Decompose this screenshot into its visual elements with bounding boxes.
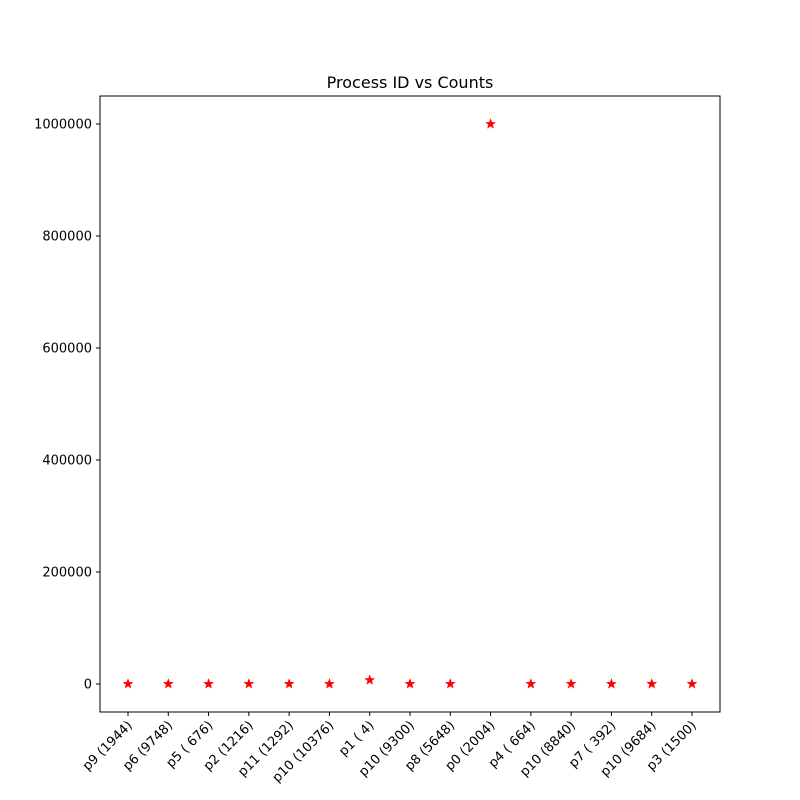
y-tick-label: 1000000: [34, 118, 92, 133]
data-point: [122, 678, 134, 689]
y-tick-label: 0: [84, 678, 92, 693]
data-point: [646, 678, 658, 689]
data-points: [122, 118, 698, 689]
data-point: [324, 678, 335, 689]
y-axis: 0 200000 400000 600000 800000 1000000: [34, 118, 100, 693]
y-tick-label: 600000: [42, 342, 92, 357]
x-axis: p9 (1944)p6 (9748)p5 ( 676)p2 (1216)p11 …: [80, 712, 700, 786]
data-point: [203, 678, 214, 689]
data-point: [243, 678, 255, 689]
data-point: [686, 678, 698, 689]
data-point: [404, 678, 416, 689]
chart-title: Process ID vs Counts: [327, 73, 494, 92]
data-point: [162, 678, 174, 689]
data-point: [565, 678, 577, 689]
y-tick-label: 800000: [42, 230, 92, 245]
data-point: [525, 678, 537, 689]
data-point: [606, 678, 617, 689]
y-tick-label: 200000: [42, 566, 92, 581]
plot-area-frame: [99, 95, 721, 713]
data-point: [444, 678, 456, 689]
data-point: [485, 118, 496, 129]
data-point: [364, 674, 376, 685]
data-point: [283, 678, 295, 689]
y-tick-label: 400000: [42, 454, 92, 469]
